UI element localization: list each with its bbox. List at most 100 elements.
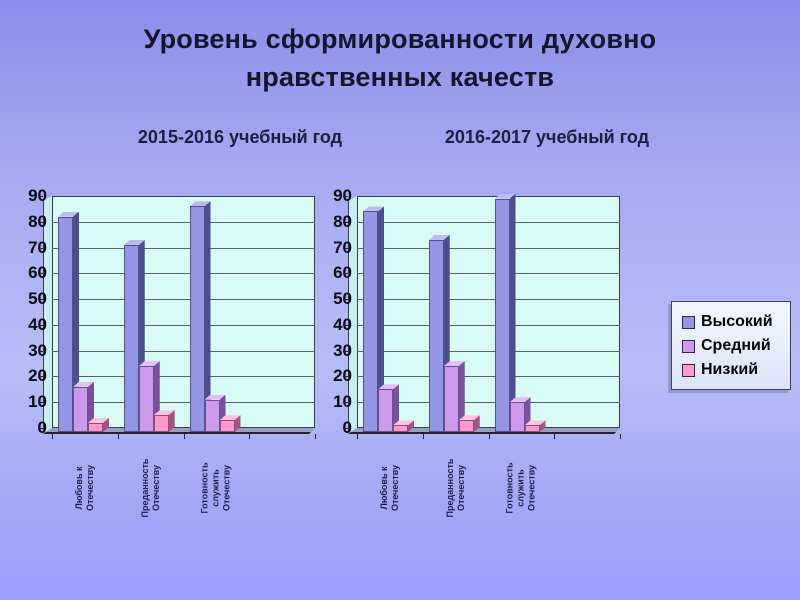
bar-top-face [378,384,399,390]
bar-top-face [123,239,145,245]
category-label-box: Готовность служить Отечеству [496,441,546,535]
gridline-10 [52,402,315,404]
category-label: Любовь к Отечеству [73,464,95,512]
x-axis-tick [52,434,53,439]
y-axis-tick [38,273,43,275]
y-axis-label-60: 60 [333,263,352,283]
gridline-60 [357,273,620,275]
bar-top-face [524,420,546,426]
y-axis-label-50: 50 [28,289,47,309]
y-axis-label-90: 90 [28,186,47,205]
gridline-10 [357,402,620,404]
x-axis-tick [357,434,358,439]
bar-side-face [525,397,531,432]
x-axis-tick [554,434,556,439]
bar [378,389,393,432]
legend-box: Высокий Средний Низкий [671,301,791,390]
bar-side-face [88,382,94,432]
bar-top-face [204,394,226,400]
x-axis-tick [315,434,316,439]
x-axis-tick [249,434,251,439]
bar [153,415,169,432]
bar [428,239,444,432]
chart-subtitle-2016-2017: 2016-2017 учебный год [444,127,650,147]
bar-top-face [458,415,480,421]
y-axis-label-70: 70 [28,237,47,257]
bar [204,399,220,432]
plot-area-wall [52,196,315,428]
category-label-box: Преданность Отечеству [431,441,481,535]
bar [509,402,525,432]
bar-side-face [169,410,175,432]
y-axis-label-0: 0 [20,418,47,438]
gridline-20 [52,376,315,378]
bar [73,386,88,432]
gridline-30 [52,350,315,352]
bar-side-face [540,420,546,432]
bar-top-face [189,201,211,207]
bar-top-face [443,361,465,367]
y-axis-label-10: 10 [333,392,352,412]
bar-side-face [205,201,211,432]
page-title-line2: нравственных качеств [245,62,555,92]
bar-top-face [428,234,450,240]
legend-swatch-high-icon [682,315,695,329]
y-axis-tick [38,324,43,326]
bar [393,425,408,432]
gridline-20 [357,376,620,378]
y-axis-label-0: 0 [325,418,352,438]
y-axis-tick [343,273,348,275]
y-axis-label-70: 70 [333,237,352,257]
legend-swatch-medium-icon [682,339,695,353]
y-axis-tick [343,247,348,249]
bar-side-face [154,361,160,432]
legend-item-medium: Средний [682,334,790,358]
bar [189,206,205,432]
bar-side-face [103,418,109,432]
y-axis-tick [38,221,43,223]
y-axis-tick [38,376,43,378]
page-title-line1: Уровень сформированности духовно [143,24,657,54]
y-axis-tick [38,402,43,404]
gridline-50 [52,299,315,301]
y-axis-tick [343,299,348,301]
y-axis-tick [38,247,43,249]
bar [123,244,139,432]
category-label: Готовность служить Отечеству [504,462,537,514]
gridline-30 [357,350,620,352]
x-axis-tick [488,434,490,439]
plot-floor [43,428,315,434]
gridline-80 [357,221,620,223]
plot-side-wall [43,196,52,433]
x-axis-tick [183,434,185,439]
y-axis-label-80: 80 [333,211,352,231]
plot-area-wall [357,196,620,428]
bar-side-face [510,194,516,432]
y-axis-tick [38,350,43,352]
y-axis-label-90: 90 [333,186,352,205]
y-axis-tick [343,402,348,404]
bar-top-face [88,417,109,423]
plot-side-wall [348,196,357,433]
category-label-box: Любовь к Отечеству [60,441,110,535]
category-label: Любовь к Отечеству [378,464,400,512]
y-axis-tick [343,196,348,197]
y-axis-label-20: 20 [28,366,47,386]
bar-side-face [73,212,79,432]
category-label-box: Готовность служить Отечеству [191,441,241,535]
gridline-40 [357,324,620,326]
gridline-60 [52,273,315,275]
bar-side-face [393,384,399,432]
bar-top-face [73,381,94,387]
bar-top-face [363,206,384,212]
gridline-40 [52,324,315,326]
y-axis-label-20: 20 [333,366,352,386]
x-axis-tick [620,434,621,439]
gridline-70 [52,247,315,249]
bar-side-face [139,240,145,432]
bar [88,422,103,432]
bar-side-face [474,415,480,432]
category-label-box: Любовь к Отечеству [365,441,415,535]
